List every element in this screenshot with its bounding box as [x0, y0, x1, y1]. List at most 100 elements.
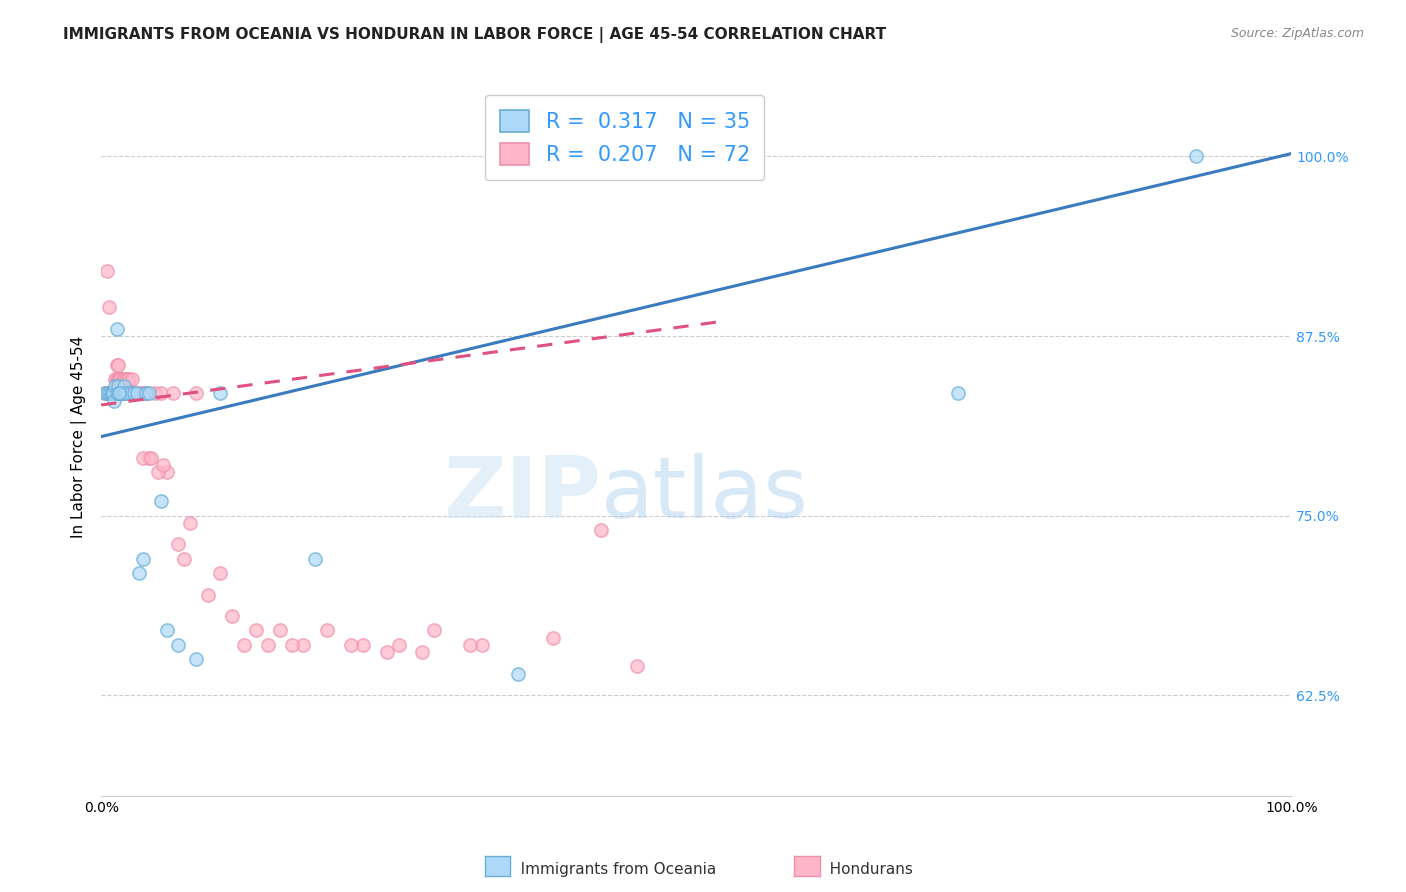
- Legend: R =  0.317   N = 35, R =  0.207   N = 72: R = 0.317 N = 35, R = 0.207 N = 72: [485, 95, 765, 180]
- Point: [155, 624, 177, 638]
- Point: [104, 379, 127, 393]
- Text: IMMIGRANTS FROM OCEANIA VS HONDURAN IN LABOR FORCE | AGE 45-54 CORRELATION CHART: IMMIGRANTS FROM OCEANIA VS HONDURAN IN L…: [63, 27, 886, 43]
- Point: [209, 386, 232, 401]
- Point: [132, 551, 155, 566]
- Point: [471, 638, 494, 652]
- Point: [103, 393, 125, 408]
- Point: [107, 358, 129, 372]
- Point: [96, 264, 118, 278]
- Point: [316, 624, 339, 638]
- Point: [101, 386, 124, 401]
- Point: [411, 645, 433, 659]
- Point: [121, 372, 143, 386]
- Point: [98, 386, 121, 401]
- Point: [132, 386, 155, 401]
- Point: [117, 386, 139, 401]
- Point: [98, 300, 121, 314]
- Point: [233, 638, 256, 652]
- Point: [152, 458, 174, 473]
- Point: [101, 386, 124, 401]
- Point: [423, 624, 446, 638]
- Point: [1185, 149, 1208, 163]
- Point: [105, 322, 128, 336]
- Point: [110, 386, 132, 401]
- Point: [108, 386, 131, 401]
- Point: [122, 386, 145, 401]
- Point: [101, 386, 124, 401]
- Point: [131, 386, 153, 401]
- Point: [105, 386, 128, 401]
- Point: [589, 523, 612, 537]
- Point: [111, 372, 134, 386]
- Point: [108, 386, 131, 401]
- Point: [292, 638, 315, 652]
- Point: [256, 638, 278, 652]
- Point: [186, 386, 208, 401]
- Point: [128, 386, 150, 401]
- Text: atlas: atlas: [600, 452, 808, 535]
- Point: [148, 466, 170, 480]
- Point: [138, 386, 160, 401]
- Text: Immigrants from Oceania: Immigrants from Oceania: [506, 863, 717, 877]
- Point: [101, 386, 124, 401]
- Point: [138, 451, 160, 466]
- Point: [108, 386, 131, 401]
- Point: [97, 386, 120, 401]
- Point: [458, 638, 481, 652]
- Point: [111, 386, 134, 401]
- Point: [155, 466, 177, 480]
- Point: [104, 372, 127, 386]
- Point: [110, 386, 132, 401]
- Point: [125, 386, 148, 401]
- Point: [352, 638, 374, 652]
- Point: [104, 386, 127, 401]
- Point: [108, 372, 131, 386]
- Point: [149, 494, 172, 508]
- Point: [108, 372, 131, 386]
- Point: [209, 566, 232, 580]
- Point: [112, 386, 135, 401]
- Point: [96, 386, 118, 401]
- Point: [111, 386, 134, 401]
- Point: [167, 537, 190, 551]
- Point: [197, 588, 219, 602]
- Text: Source: ZipAtlas.com: Source: ZipAtlas.com: [1230, 27, 1364, 40]
- Point: [100, 386, 122, 401]
- Point: [132, 451, 155, 466]
- Point: [112, 372, 135, 386]
- Point: [93, 386, 115, 401]
- Point: [162, 386, 184, 401]
- Point: [120, 386, 142, 401]
- Y-axis label: In Labor Force | Age 45-54: In Labor Force | Age 45-54: [72, 335, 87, 538]
- Point: [120, 386, 142, 401]
- Point: [221, 609, 243, 624]
- Point: [149, 386, 172, 401]
- Point: [375, 645, 398, 659]
- Point: [124, 386, 146, 401]
- Point: [167, 638, 190, 652]
- Point: [304, 551, 326, 566]
- Point: [117, 372, 139, 386]
- Point: [103, 386, 125, 401]
- Point: [173, 551, 195, 566]
- Point: [100, 386, 122, 401]
- Point: [626, 659, 648, 673]
- Point: [107, 372, 129, 386]
- Point: [139, 451, 162, 466]
- Text: ZIP: ZIP: [443, 452, 600, 535]
- Point: [179, 516, 201, 530]
- Point: [93, 386, 115, 401]
- Point: [114, 386, 136, 401]
- Point: [124, 386, 146, 401]
- Point: [135, 386, 157, 401]
- Point: [340, 638, 363, 652]
- Point: [280, 638, 302, 652]
- Point: [543, 631, 565, 645]
- Point: [118, 386, 141, 401]
- Point: [388, 638, 411, 652]
- Text: Hondurans: Hondurans: [815, 863, 914, 877]
- Point: [135, 386, 157, 401]
- Point: [506, 666, 529, 681]
- Point: [114, 386, 136, 401]
- Point: [107, 379, 129, 393]
